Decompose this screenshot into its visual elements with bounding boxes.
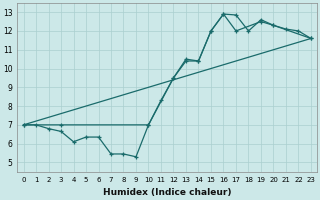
X-axis label: Humidex (Indice chaleur): Humidex (Indice chaleur) xyxy=(103,188,231,197)
